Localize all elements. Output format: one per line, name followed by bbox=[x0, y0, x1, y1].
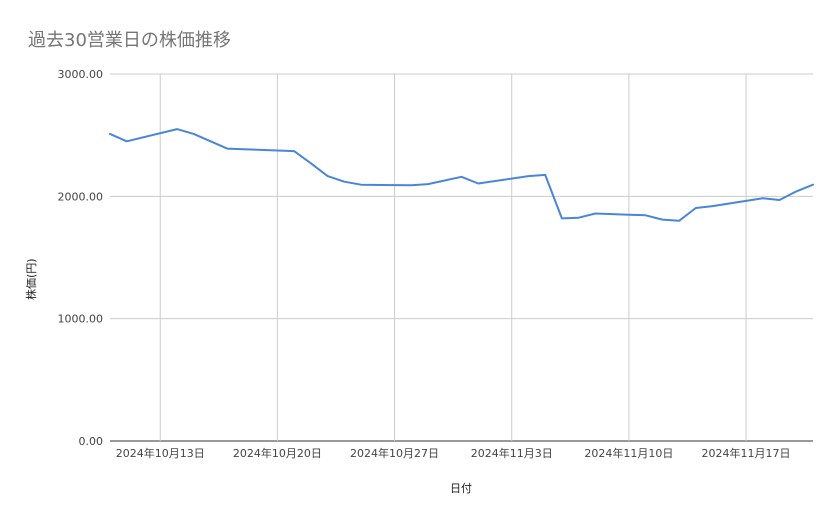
y-tick-label: 1000.00 bbox=[58, 313, 104, 326]
x-tick-label: 2024年11月17日 bbox=[702, 446, 791, 460]
series-layer bbox=[109, 128, 814, 222]
y-axis-label: 株価(円) bbox=[25, 258, 38, 300]
y-tick-label: 3000.00 bbox=[58, 68, 104, 81]
y-tick-label: 2000.00 bbox=[58, 190, 104, 203]
grid bbox=[110, 73, 813, 442]
y-axis: 3000.00 2000.00 1000.00 0.00 bbox=[58, 68, 104, 448]
x-tick-label: 2024年10月13日 bbox=[116, 446, 205, 460]
series-line bbox=[109, 128, 814, 222]
y-tick-label: 0.00 bbox=[79, 435, 104, 448]
x-tick-label: 2024年10月20日 bbox=[233, 446, 322, 460]
x-axis-label: 日付 bbox=[450, 482, 472, 495]
x-axis: 2024年10月13日 2024年10月20日 2024年10月27日 2024年11… bbox=[116, 446, 791, 460]
chart-title: 過去30営業日の株価推移 bbox=[28, 30, 231, 51]
x-tick-label: 2024年11月3日 bbox=[471, 446, 553, 460]
x-tick-label: 2024年10月27日 bbox=[350, 446, 439, 460]
x-tick-label: 2024年11月10日 bbox=[584, 446, 673, 460]
